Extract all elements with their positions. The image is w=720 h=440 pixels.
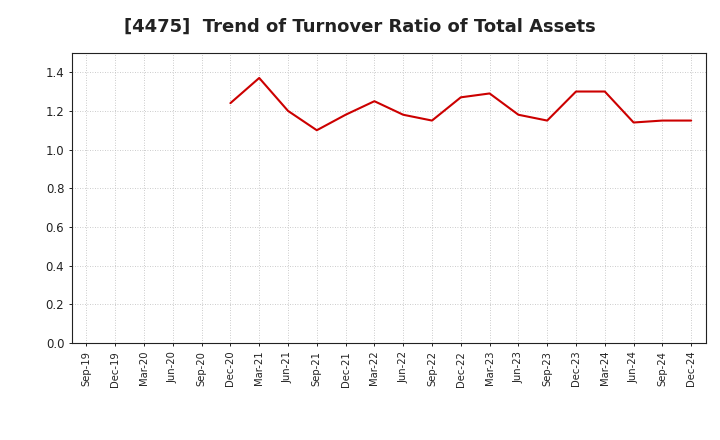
- Text: [4475]  Trend of Turnover Ratio of Total Assets: [4475] Trend of Turnover Ratio of Total …: [124, 18, 596, 36]
